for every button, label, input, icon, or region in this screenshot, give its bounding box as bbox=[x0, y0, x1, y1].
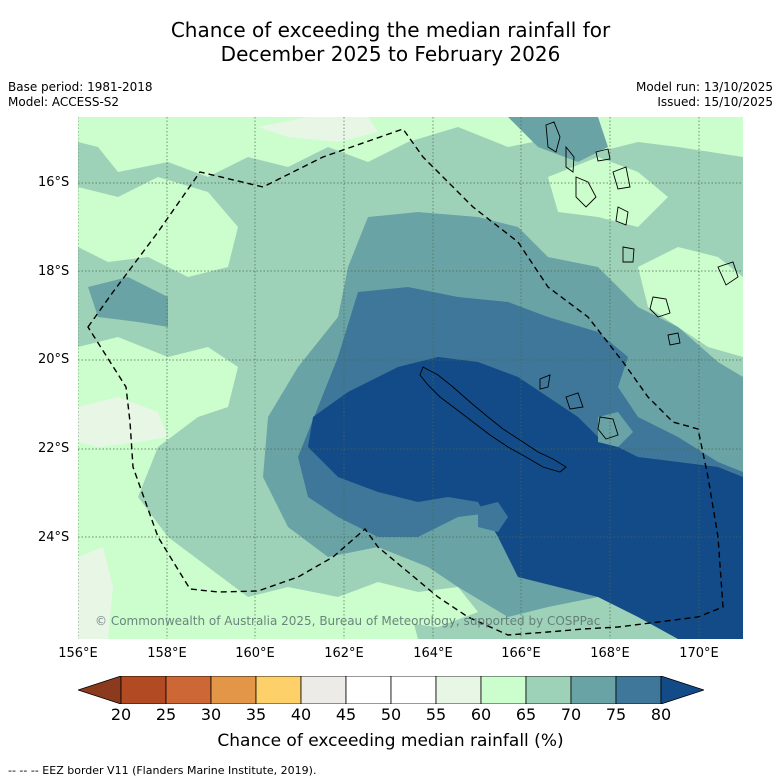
colorbar bbox=[78, 676, 704, 704]
colorbar-above-max bbox=[660, 676, 704, 704]
colorbar-segment bbox=[480, 676, 527, 704]
shade-60-65-nw bbox=[78, 177, 238, 277]
rainfall-map[interactable] bbox=[78, 117, 743, 639]
colorbar-tick-label: 75 bbox=[605, 705, 627, 724]
colorbar-tick-label: 40 bbox=[290, 705, 312, 724]
colorbar-segment bbox=[615, 676, 662, 704]
lon-label-156e: 156°E bbox=[58, 646, 98, 661]
colorbar-tick-label: 20 bbox=[110, 705, 132, 724]
shade-above-80 bbox=[308, 357, 743, 639]
colorbar-tick-label: 55 bbox=[425, 705, 447, 724]
base-period: Base period: 1981-2018 bbox=[8, 80, 153, 94]
shade-55-60-patch3 bbox=[78, 547, 113, 639]
shade-60-65-south bbox=[338, 582, 478, 627]
colorbar-segment bbox=[390, 676, 437, 704]
colorbar-segment bbox=[300, 676, 347, 704]
lon-label-168e: 168°E bbox=[590, 646, 630, 661]
lon-label-170e: 170°E bbox=[679, 646, 719, 661]
shade-70-75-nw bbox=[88, 277, 168, 327]
colorbar-segment bbox=[435, 676, 482, 704]
meta-left: Base period: 1981-2018 Model: ACCESS-S2 bbox=[8, 80, 153, 110]
colorbar-segment bbox=[255, 676, 302, 704]
eez-border bbox=[87, 128, 724, 636]
new-caledonia-coast bbox=[419, 366, 567, 473]
shade-60-65-ne bbox=[548, 157, 668, 227]
meta-right: Model run: 13/10/2025 Issued: 15/10/2025 bbox=[636, 80, 773, 110]
colorbar-segment bbox=[165, 676, 212, 704]
loyalty-islands bbox=[539, 374, 619, 440]
eez-footnote: -- -- -- EEZ border V11 (Flanders Marine… bbox=[8, 764, 317, 777]
colorbar-segment bbox=[210, 676, 257, 704]
vanuatu-islands bbox=[545, 121, 681, 346]
lon-label-160e: 160°E bbox=[235, 646, 275, 661]
shade-55-60-patch1 bbox=[78, 397, 168, 447]
lon-label-158e: 158°E bbox=[147, 646, 187, 661]
colorbar-tick-label: 35 bbox=[245, 705, 267, 724]
lat-label-16s: 16°S bbox=[38, 175, 70, 190]
model-run: Model run: 13/10/2025 bbox=[635, 80, 773, 94]
colorbar-tick-label: 80 bbox=[650, 705, 672, 724]
shade-75-80-patch bbox=[478, 502, 508, 532]
shade-60-65-east bbox=[638, 247, 743, 357]
map-title: Chance of exceeding the median rainfall … bbox=[0, 18, 781, 66]
colorbar-segment bbox=[525, 676, 572, 704]
lat-label-20s: 20°S bbox=[38, 352, 70, 367]
shade-70-75-north bbox=[508, 117, 608, 162]
lat-label-24s: 24°S bbox=[38, 530, 70, 545]
copyright-notice: © Commonwealth of Australia 2025, Bureau… bbox=[95, 614, 601, 628]
colorbar-tick-label: 65 bbox=[515, 705, 537, 724]
colorbar-segment bbox=[120, 676, 167, 704]
colorbar-tick-label: 25 bbox=[155, 705, 177, 724]
colorbar-below-min bbox=[78, 676, 122, 704]
fiji-edge bbox=[717, 261, 739, 286]
colorbar-tick-label: 45 bbox=[335, 705, 357, 724]
colorbar-tick-label: 50 bbox=[380, 705, 402, 724]
colorbar-tick-label: 30 bbox=[200, 705, 222, 724]
lon-label-164e: 164°E bbox=[413, 646, 453, 661]
title-line-1: Chance of exceeding the median rainfall … bbox=[170, 18, 611, 42]
lat-label-18s: 18°S bbox=[38, 264, 70, 279]
model-name: Model: ACCESS-S2 bbox=[8, 95, 120, 109]
lat-label-22s: 22°S bbox=[38, 441, 70, 456]
colorbar-segment bbox=[570, 676, 617, 704]
shade-60-65-west bbox=[78, 337, 418, 639]
shade-55-60-patch2 bbox=[258, 117, 378, 142]
colorbar-tick-label: 60 bbox=[470, 705, 492, 724]
lon-label-162e: 162°E bbox=[324, 646, 364, 661]
issued-date: Issued: 15/10/2025 bbox=[657, 95, 773, 109]
lon-label-166e: 166°E bbox=[501, 646, 541, 661]
colorbar-title: Chance of exceeding median rainfall (%) bbox=[217, 731, 564, 751]
colorbar-segment bbox=[345, 676, 392, 704]
colorbar-tick-label: 70 bbox=[560, 705, 582, 724]
shade-70-75-patch bbox=[598, 412, 633, 447]
title-line-2: December 2025 to February 2026 bbox=[220, 42, 561, 66]
